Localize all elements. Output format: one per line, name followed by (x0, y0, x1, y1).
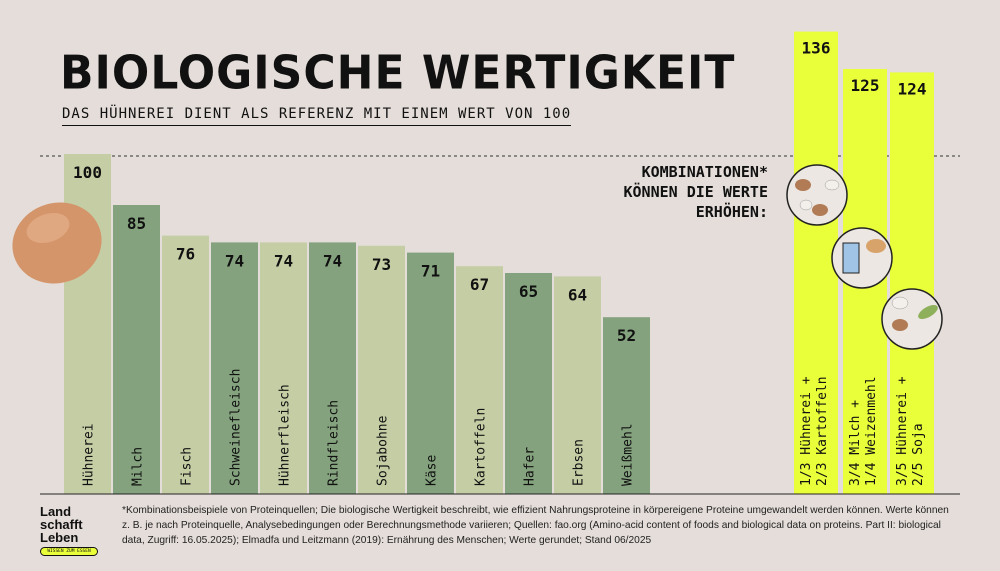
combination-label: 3/4 Milch + (848, 400, 863, 486)
data-label: 64 (568, 285, 587, 304)
bar (309, 242, 356, 494)
category-label: Weißmehl (621, 423, 636, 486)
category-label: Käse (425, 455, 440, 486)
data-label: 74 (323, 251, 342, 270)
data-label: 85 (127, 214, 146, 233)
combination-note-line: KOMBINATIONEN* (641, 163, 768, 181)
egg-shape (824, 179, 840, 191)
category-label: Fisch (180, 447, 195, 486)
combination-label: 2/3 Kartoffeln (815, 376, 830, 486)
chart-subtitle: DAS HÜHNEREI DIENT ALS REFERENZ MIT EINE… (62, 106, 572, 126)
data-label: 74 (225, 251, 244, 270)
data-label: 74 (274, 251, 293, 270)
logo-line: Leben (40, 530, 79, 545)
bar (260, 242, 307, 494)
bread-shape (866, 239, 886, 253)
combination-bar (890, 72, 934, 495)
data-label: 52 (617, 326, 636, 345)
data-label: 67 (470, 275, 489, 294)
data-label: 73 (372, 255, 391, 274)
category-label: Erbsen (572, 439, 587, 486)
category-label: Milch (131, 447, 146, 486)
milk-carton-shape (842, 242, 860, 274)
combination-note: KOMBINATIONEN* KÖNNEN DIE WERTE ERHÖHEN: (560, 162, 769, 222)
data-label: 65 (519, 282, 538, 301)
footnote: *Kombinationsbeispiele von Proteinquelle… (122, 505, 949, 546)
potato-shape (812, 204, 828, 216)
combination-label: 2/5 Soja (911, 423, 926, 486)
logo-line: schafft (40, 517, 83, 532)
egg-shape (891, 296, 909, 310)
data-label: 71 (421, 262, 440, 281)
bar (505, 273, 552, 494)
category-label: Kartoffeln (474, 408, 489, 486)
egg-highlight (26, 213, 70, 243)
brand-logo: Land schafft Leben WISSEN ZUM ESSEN (40, 505, 110, 556)
egg-shape (892, 319, 908, 331)
combination-note-line: ERHÖHEN: (695, 203, 768, 221)
bar (407, 252, 454, 494)
egg-soy-plate-icon (881, 288, 943, 350)
egg-shape (799, 199, 813, 211)
bar (554, 276, 601, 494)
bar (358, 245, 405, 494)
combination-data-label: 125 (851, 76, 880, 95)
category-label: Sojabohne (376, 415, 391, 486)
combination-note-line: KÖNNEN DIE WERTE (623, 183, 769, 201)
combination-data-label: 136 (802, 39, 831, 58)
milk-bread-plate-icon (831, 227, 893, 289)
logo-line: Land (40, 504, 72, 519)
category-label: Hafer (523, 447, 538, 486)
data-label: 76 (176, 245, 195, 264)
bar (211, 242, 258, 494)
bar (456, 266, 503, 494)
category-label: Hühnerfleisch (278, 384, 293, 486)
category-label: Rindfleisch (327, 400, 342, 486)
bar (113, 205, 160, 494)
chart-title: BIOLOGISCHE WERTIGKEIT (60, 46, 736, 101)
data-label: 100 (73, 163, 102, 182)
combination-bar (794, 31, 838, 494)
combination-label: 1/4 Weizenmehl (864, 376, 879, 486)
soy-pod-shape (918, 305, 938, 319)
combination-data-label: 124 (898, 79, 927, 98)
combination-label: 3/5 Hühnerei + (895, 376, 910, 486)
logo-tagline: WISSEN ZUM ESSEN (40, 547, 98, 556)
category-label: Hühnerei (82, 423, 97, 486)
bar (603, 317, 650, 494)
combination-label: 1/3 Hühnerei + (799, 376, 814, 486)
category-label: Schweinefleisch (229, 369, 244, 486)
egg-potato-plate-icon (786, 164, 848, 226)
bar (162, 235, 209, 494)
potato-shape (795, 179, 811, 191)
